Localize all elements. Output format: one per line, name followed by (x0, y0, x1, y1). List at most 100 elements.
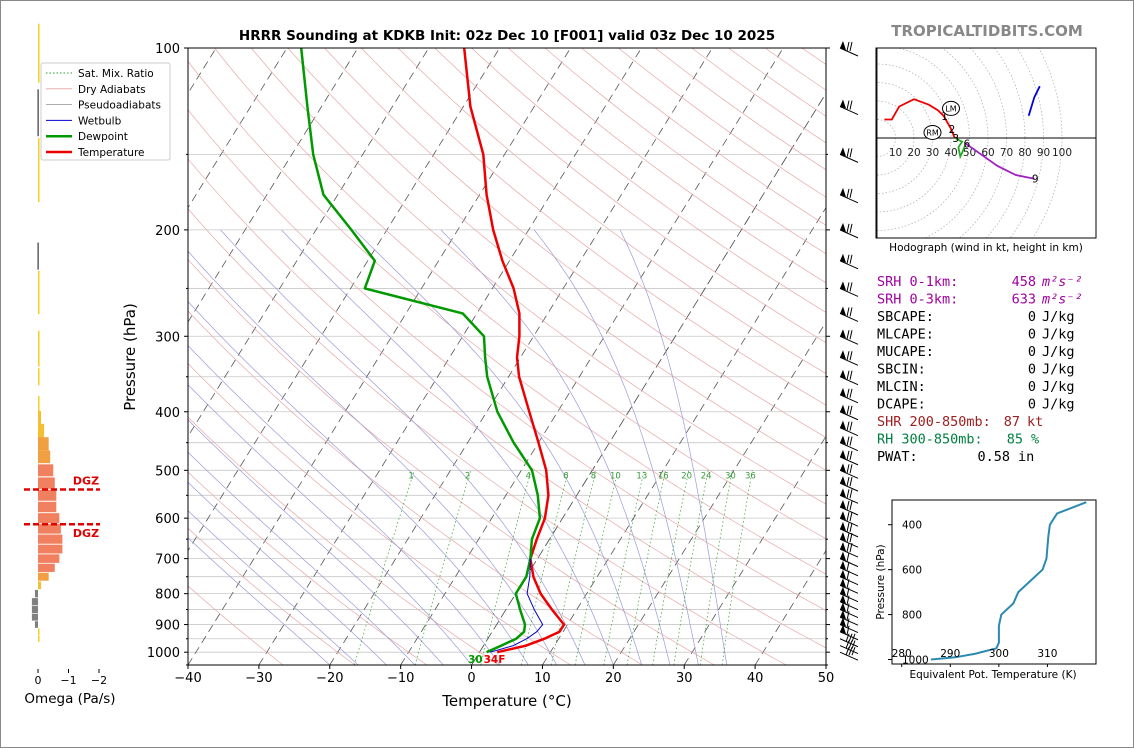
wind-barb (839, 41, 859, 57)
omega-bar (38, 330, 40, 351)
pseudoadiabat (440, 229, 671, 665)
index-unit: J/kg (1042, 327, 1075, 343)
theta-e-x-label: Equivalent Pot. Temperature (K) (909, 669, 1076, 681)
index-unit: in (1018, 449, 1034, 465)
theta-x-tick-label: 290 (940, 648, 960, 660)
theta-x-tick-label: 280 (892, 648, 912, 660)
hodograph-height-label: 2 (949, 124, 956, 136)
pseudoadiabat (533, 229, 699, 665)
omega-bar (38, 464, 54, 477)
omega-bar (38, 572, 49, 581)
index-row: MUCAPE: 0 J/kg (877, 344, 1075, 360)
skewt-axes: −40 −30 −20 −10 0 10 20 30 40 50 100 200 300 400 500 60… (147, 42, 834, 686)
omega-bar (31, 613, 38, 621)
theta-e-y-label: Pressure (hPa) (875, 544, 887, 619)
wind-barb (839, 647, 859, 661)
dry-adiabat (434, 48, 826, 344)
y-tick-label: 100 (155, 42, 180, 57)
hodograph-marker (942, 100, 960, 116)
omega-axis-label: Omega (Pa/s) (24, 691, 115, 707)
chart-title: HRRR Sounding at KDKB Init: 02z Dec 10 [… (239, 28, 775, 44)
index-row: SRH 0-3km: 633 m²s⁻² (877, 292, 1083, 308)
legend-box (40, 62, 171, 161)
omega-panel: DGZ DGZ 0 −1 −2 (18, 23, 110, 687)
y-tick-label: 800 (155, 588, 180, 603)
wind-barb (839, 499, 859, 516)
wind-barb (839, 488, 859, 504)
dry-adiabat (324, 48, 826, 438)
x-tick-label: 40 (747, 671, 764, 686)
omega-bar (38, 501, 57, 513)
hodograph-marker-label: LM (945, 104, 956, 113)
hodograph-ring-label: 50 (963, 147, 976, 159)
pseudoadiabat (354, 229, 643, 665)
isotherm (825, 664, 826, 665)
mixing-ratio-line (550, 470, 597, 665)
index-row: MLCAPE: 0 J/kg (877, 327, 1075, 343)
index-row: SRH 0-1km: 458 m²s⁻² (877, 274, 1083, 290)
wind-barb (839, 463, 859, 479)
profile-wetbulb (489, 558, 544, 653)
wind-barb (839, 222, 859, 239)
mixing-ratio-line (699, 470, 733, 665)
omega-bar (38, 368, 40, 386)
y-tick-label: 200 (155, 224, 180, 239)
omega-bar (34, 621, 38, 628)
dry-adiabat (287, 48, 826, 471)
omega-bar (38, 410, 42, 426)
surface-dewpoint-label: 30 (468, 654, 483, 666)
mixing-ratio-line (626, 470, 666, 665)
hodograph-rings: 10 20 30 40 50 60 70 80 90 100 (876, 48, 1096, 238)
x-tick-label: 10 (534, 671, 551, 686)
legend: Sat. Mix. Ratio Dry Adiabats Pseudoadiabat… (40, 62, 171, 161)
wind-barb (839, 329, 859, 345)
y-tick-label: 400 (155, 406, 180, 421)
omega-bar (38, 138, 40, 178)
index-unit: J/kg (1042, 379, 1075, 395)
mixing-ratio-line (673, 470, 709, 665)
wind-barb (839, 350, 859, 366)
mixing-ratio-label: 6 (563, 472, 568, 482)
mixing-ratio-label: 16 (658, 472, 669, 482)
skewt-plot-frame (187, 47, 827, 666)
omega-bar (38, 581, 42, 590)
omega-bar (38, 270, 40, 296)
wind-barb (839, 521, 859, 538)
omega-bar (38, 348, 40, 367)
dry-adiabat (188, 208, 787, 665)
wind-barb (839, 281, 859, 297)
isotherm (754, 549, 826, 665)
omega-bar (37, 242, 39, 270)
hodograph-frame (875, 47, 1097, 239)
hodograph-height-label: 6 (963, 139, 970, 151)
mixing-ratio-label: 1 (408, 472, 413, 482)
theta-x-tick-label: 310 (1037, 648, 1057, 660)
dry-adiabat (764, 48, 826, 91)
skewt-profiles: 30 34F (299, 48, 566, 666)
pseudoadiabat (188, 250, 557, 665)
y-tick-label: 300 (155, 330, 180, 345)
omega-bar (34, 589, 38, 598)
theta-x-tick-label: 300 (989, 648, 1009, 660)
hodograph-height-label: 3 (952, 133, 959, 145)
index-value: 0 (1028, 344, 1036, 360)
isotherm (542, 206, 826, 665)
index-row: SBCIN: 0 J/kg (877, 362, 1075, 378)
mixing-ratio-label: 36 (745, 472, 756, 482)
omega-bar (38, 628, 40, 635)
index-value: 87 (1004, 414, 1020, 430)
pseudoadiabat (281, 229, 614, 665)
theta-y-tick-label: 800 (902, 610, 922, 622)
dry-adiabat (188, 158, 826, 649)
index-row: DCAPE: 0 J/kg (877, 397, 1075, 413)
pseudoadiabat (188, 481, 387, 665)
wind-barb (839, 253, 859, 270)
hodograph-ring-label: 10 (889, 147, 902, 159)
y-tick-label: 500 (155, 464, 180, 479)
isotherm (683, 435, 826, 665)
omega-bar (31, 606, 38, 614)
x-tick-label: 30 (676, 671, 693, 686)
legend-entry-label: Wetbulb (78, 115, 122, 127)
